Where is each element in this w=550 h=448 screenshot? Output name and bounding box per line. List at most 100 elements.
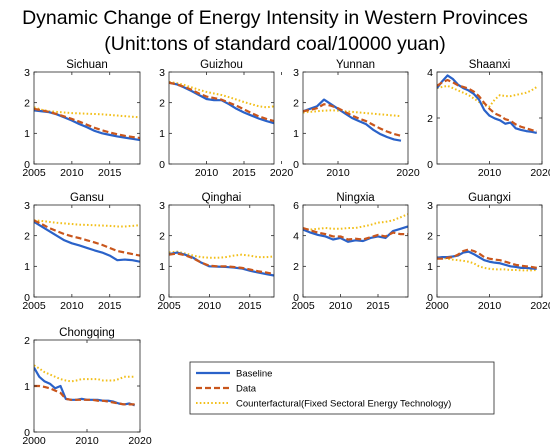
- series-line-baseline-yunnan: [303, 98, 402, 142]
- y-tick-label-shaanxi: 0: [427, 159, 433, 171]
- x-tick-label-qinghai: 2005: [157, 300, 181, 312]
- panel-sichuan: Sichuan 0 1 2 3 2005 2010 2015: [22, 59, 141, 179]
- x-tick-label-gansu: 2015: [98, 300, 122, 312]
- panel-lines-shaanxi: [437, 74, 538, 135]
- y-tick-label-ningxia: 2: [293, 261, 299, 273]
- series-line-counterfactual-guangxi: [437, 256, 537, 272]
- series-line-counterfactual-sichuan: [34, 106, 140, 119]
- panel-yunnan: Yunnan 0 1 2 3 2010 2020: [293, 59, 420, 179]
- legend-label-counterfactual: Counterfactural(Fixed Sectoral Energy Te…: [236, 399, 451, 410]
- x-tick-label-ningxia: 2015: [366, 300, 390, 312]
- y-tick-label-shaanxi: 2: [427, 113, 433, 125]
- y-tick-label-gansu: 2: [24, 230, 30, 242]
- panel-title-guangxi: Guangxi: [468, 192, 511, 204]
- x-tick-label-gansu: 2010: [60, 300, 84, 312]
- y-tick-label-chongqing: 1: [24, 381, 30, 393]
- y-tick-label-yunnan: 2: [293, 97, 299, 109]
- series-line-data-yunnan: [303, 103, 402, 137]
- y-tick-label-qinghai: 0: [159, 292, 165, 304]
- series-line-counterfactual-shaanxi: [437, 84, 538, 108]
- y-tick-label-chongqing: 0: [24, 427, 30, 439]
- y-tick-label-guizhou: 2: [159, 97, 165, 109]
- series-line-counterfactual-qinghai: [169, 250, 274, 259]
- series-line-data-shaanxi: [437, 78, 538, 133]
- x-tick-label-sichuan: 2005: [22, 167, 46, 179]
- panel-lines-sichuan: [34, 106, 140, 142]
- panel-frame-yunnan: [302, 71, 409, 165]
- y-tick-label-yunnan: 1: [293, 128, 299, 140]
- x-tick-label-guizhou: 2015: [232, 167, 256, 179]
- y-tick-label-sichuan: 2: [24, 97, 30, 109]
- panel-frame-sichuan: [33, 71, 141, 165]
- series-line-counterfactual-chongqing: [34, 364, 135, 383]
- series-line-baseline-guangxi: [437, 250, 537, 270]
- legend: Baseline Data Counterfactural(Fixed Sector…: [189, 361, 495, 415]
- x-tick-label-guangxi: 2020: [530, 300, 550, 312]
- x-tick-label-gansu: 2005: [22, 300, 46, 312]
- y-tick-label-qinghai: 1: [159, 261, 165, 273]
- series-line-baseline-guizhou: [169, 81, 274, 125]
- panel-frame-gansu: [33, 204, 141, 298]
- legend-label-baseline: Baseline: [236, 369, 272, 380]
- panel-shaanxi: Shaanxi 0 2 4 2010 2020: [427, 59, 550, 179]
- panel-guangxi: Guangxi 0 1 2 3 2000 2010 2020: [425, 192, 550, 312]
- panel-frame-shaanxi: [436, 71, 543, 165]
- x-tick-label-guangxi: 2010: [478, 300, 502, 312]
- panel-lines-guangxi: [437, 248, 537, 272]
- x-tick-label-guizhou: 2020: [270, 167, 294, 179]
- panel-lines-gansu: [34, 219, 140, 263]
- y-tick-label-guangxi: 0: [427, 292, 433, 304]
- figure-title-line2: (Unit:tons of standard coal/10000 yuan): [104, 33, 445, 55]
- y-tick-label-ningxia: 6: [293, 200, 299, 212]
- panel-title-yunnan: Yunnan: [336, 59, 375, 71]
- y-tick-label-chongqing: 2: [24, 335, 30, 347]
- y-tick-label-gansu: 3: [24, 200, 30, 212]
- panel-gansu: Gansu 0 1 2 3 2005 2010 2015: [22, 192, 141, 312]
- panel-ningxia: Ningxia 0 2 4 6 2005 2010 2015: [291, 192, 409, 312]
- x-tick-label-chongqing: 2000: [22, 435, 46, 447]
- y-tick-label-ningxia: 0: [293, 292, 299, 304]
- series-line-counterfactual-guizhou: [169, 80, 274, 109]
- x-tick-label-ningxia: 2010: [329, 300, 353, 312]
- x-tick-label-chongqing: 2020: [128, 435, 152, 447]
- panel-frame-qinghai: [168, 204, 275, 298]
- panel-frame-ningxia: [302, 204, 409, 298]
- panel-lines-chongqing: [34, 364, 136, 407]
- y-tick-label-ningxia: 4: [293, 230, 299, 242]
- x-tick-label-sichuan: 2015: [98, 167, 122, 179]
- panel-title-chongqing: Chongqing: [59, 327, 115, 339]
- panel-title-guizhou: Guizhou: [200, 59, 243, 71]
- panel-lines-qinghai: [169, 250, 274, 277]
- x-tick-label-qinghai: 2015: [238, 300, 262, 312]
- x-tick-label-guizhou: 2010: [195, 167, 219, 179]
- panel-chongqing: Chongqing 0 1 2 2000 2010 2020: [22, 327, 152, 447]
- series-line-data-guizhou: [169, 81, 274, 123]
- y-tick-label-guizhou: 3: [159, 67, 165, 79]
- legend-label-data: Data: [236, 384, 257, 395]
- y-tick-label-yunnan: 3: [293, 67, 299, 79]
- y-tick-label-sichuan: 3: [24, 67, 30, 79]
- y-tick-label-yunnan: 0: [293, 159, 299, 171]
- series-line-data-ningxia: [303, 226, 408, 241]
- panel-title-shaanxi: Shaanxi: [469, 59, 511, 71]
- panel-qinghai: Qinghai 0 1 2 3 2005 2010 2015: [157, 192, 275, 312]
- x-tick-label-ningxia: 2005: [291, 300, 315, 312]
- y-tick-label-shaanxi: 4: [427, 67, 433, 79]
- y-tick-label-gansu: 0: [24, 292, 30, 304]
- x-tick-label-chongqing: 2010: [75, 435, 99, 447]
- x-tick-label-guangxi: 2000: [425, 300, 449, 312]
- y-tick-label-guizhou: 0: [159, 159, 165, 171]
- x-tick-label-qinghai: 2010: [198, 300, 222, 312]
- y-tick-label-guizhou: 1: [159, 128, 165, 140]
- series-line-counterfactual-gansu: [34, 219, 140, 228]
- series-line-data-gansu: [34, 219, 140, 257]
- panel-title-ningxia: Ningxia: [336, 192, 375, 204]
- panel-lines-ningxia: [303, 213, 408, 243]
- series-line-data-qinghai: [169, 252, 274, 276]
- y-tick-label-qinghai: 3: [159, 200, 165, 212]
- panel-frame-guizhou: [168, 71, 275, 165]
- y-tick-label-gansu: 1: [24, 261, 30, 273]
- x-tick-label-yunnan: 2020: [396, 167, 420, 179]
